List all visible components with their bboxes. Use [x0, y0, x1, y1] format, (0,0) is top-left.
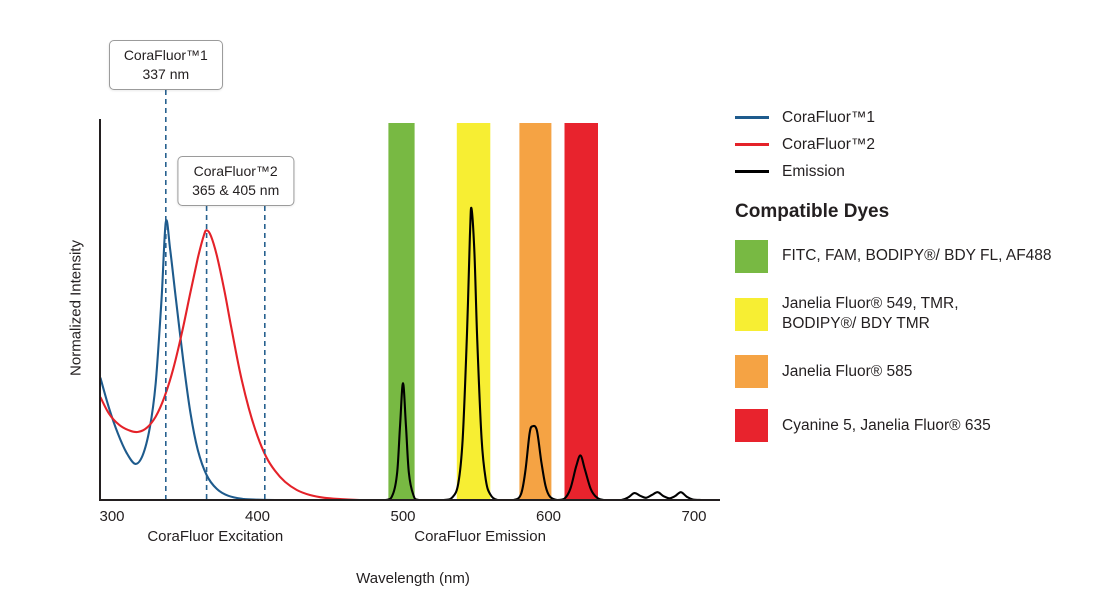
x-tick-label: 600: [536, 508, 561, 525]
legend-item-corafluor1: CoraFluor™1: [735, 104, 1110, 131]
x-axis-label: Wavelength (nm): [356, 570, 470, 587]
dye-label: Janelia Fluor® 549, TMR, BODIPY®/ BDY TM…: [782, 295, 959, 333]
dye-row-fitc-fam: FITC, FAM, BODIPY®/ BDY FL, AF488: [735, 240, 1110, 273]
corafluor1-excitation-curve: [99, 219, 276, 502]
corafluor2-line-swatch: [735, 143, 769, 146]
corafluor2-excitation-curve: [99, 229, 360, 502]
red-dye-swatch: [735, 409, 768, 443]
compatible-dyes-heading: Compatible Dyes: [735, 201, 890, 222]
dye-label: FITC, FAM, BODIPY®/ BDY FL, AF488: [782, 247, 1052, 265]
excitation-axis-label: CoraFluor Excitation: [147, 528, 284, 545]
callout-wavelength: 365 & 405 nm: [192, 181, 280, 198]
legend-label: CoraFluor™1: [782, 108, 876, 126]
dye-label: Cyanine 5, Janelia Fluor® 635: [782, 416, 991, 434]
callout-title: CoraFluor™1: [123, 47, 208, 63]
red-emission-band: [564, 123, 598, 500]
emission-line-swatch: [735, 170, 769, 173]
legend-item-emission: Emission: [735, 158, 1110, 185]
x-tick-label: 500: [390, 508, 415, 525]
y-axis-label: Normalized Intensity: [67, 240, 85, 376]
callout-corafluor1-337nm: CoraFluor™1 337 nm: [108, 40, 223, 90]
x-tick-label: 700: [681, 508, 706, 525]
callout-corafluor2-365-405nm: CoraFluor™2 365 & 405 nm: [177, 156, 295, 206]
dye-row-janelia585: Janelia Fluor® 585: [735, 355, 1110, 389]
orange-dye-swatch: [735, 355, 768, 389]
dye-label: Janelia Fluor® 585: [782, 362, 913, 380]
callout-title: CoraFluor™2: [193, 163, 278, 179]
x-tick-label: 400: [245, 508, 270, 525]
yellow-dye-swatch: [735, 297, 768, 331]
orange-emission-band: [519, 123, 552, 500]
legend-item-corafluor2: CoraFluor™2: [735, 131, 1110, 158]
spectra-chart: 300 400 500 600 700: [99, 90, 720, 525]
green-dye-swatch: [735, 240, 768, 273]
corafluor1-line-swatch: [735, 116, 769, 119]
legend-label: Emission: [782, 162, 845, 180]
legend-label: CoraFluor™2: [782, 135, 876, 153]
x-tick-label: 300: [99, 508, 124, 525]
dye-row-cyanine5-janelia635: Cyanine 5, Janelia Fluor® 635: [735, 409, 1110, 443]
dye-row-janelia549-tmr: Janelia Fluor® 549, TMR, BODIPY®/ BDY TM…: [735, 294, 1110, 334]
green-emission-band: [388, 123, 415, 500]
callout-wavelength: 337 nm: [142, 65, 190, 82]
legend: CoraFluor™1 CoraFluor™2 Emission Compati…: [735, 104, 1110, 463]
emission-axis-label: CoraFluor Emission: [414, 528, 546, 545]
